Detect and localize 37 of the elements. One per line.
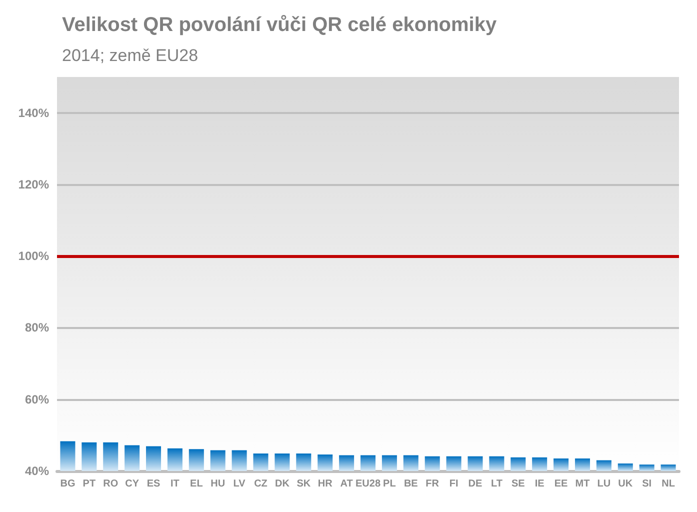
x-tick-label: HU [210,478,226,490]
x-tick-label: DK [274,478,290,490]
x-tick-label: LT [490,478,502,490]
x-tick-label: IT [170,478,180,490]
x-tick-label: EL [190,478,203,490]
x-tick-label: CY [125,478,140,490]
y-tick-label: 80% [24,320,50,335]
chart-subtitle: 2014; země EU28 [62,46,198,65]
x-tick-label: AT [340,478,353,490]
y-tick-label: 140% [18,106,50,120]
x-tick-label: IE [534,478,545,490]
x-tick-label: SI [642,478,652,490]
x-tick-label: MT [575,478,590,490]
x-tick-label: EU28 [355,478,381,490]
x-tick-label: PT [82,478,96,490]
y-tick-label: 120% [18,177,50,192]
x-tick-label: SK [296,478,312,490]
x-tick-label: SE [511,478,526,490]
x-tick-label: UK [618,478,634,490]
x-tick-label: RO [103,478,118,490]
x-tick-label: PL [383,478,396,490]
x-tick-label: EE [554,478,568,490]
x-tick-label: HR [318,478,334,490]
x-tick-label: LV [233,478,246,490]
x-tick-label: NL [662,478,675,490]
chart-title: Velikost QR povolání vůči QR celé ekonomiky [62,14,498,36]
x-tick-label: CZ [254,478,268,490]
x-tick-label: FR [426,478,440,490]
y-tick-label: 100% [18,249,50,264]
x-tick-label: BE [404,478,418,490]
y-tick-label: 60% [24,392,50,406]
x-tick-label: ES [146,478,161,490]
x-tick-label: FI [449,478,458,490]
x-tick-label: LU [597,478,611,490]
x-tick-label: DE [468,478,483,490]
y-tick-label: 40% [24,464,50,478]
x-tick-label: BG [60,478,76,490]
